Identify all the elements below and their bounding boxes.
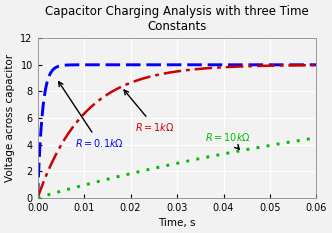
X-axis label: Time, s: Time, s xyxy=(158,218,196,228)
Text: $R=1k\Omega$: $R=1k\Omega$ xyxy=(124,90,175,133)
Text: $R=10k\Omega$: $R=10k\Omega$ xyxy=(205,130,251,149)
Text: $R=0.1k\Omega$: $R=0.1k\Omega$ xyxy=(59,82,124,149)
Y-axis label: Voltage across capacitor: Voltage across capacitor xyxy=(5,54,15,182)
Title: Capacitor Charging Analysis with three Time
Constants: Capacitor Charging Analysis with three T… xyxy=(45,5,309,33)
